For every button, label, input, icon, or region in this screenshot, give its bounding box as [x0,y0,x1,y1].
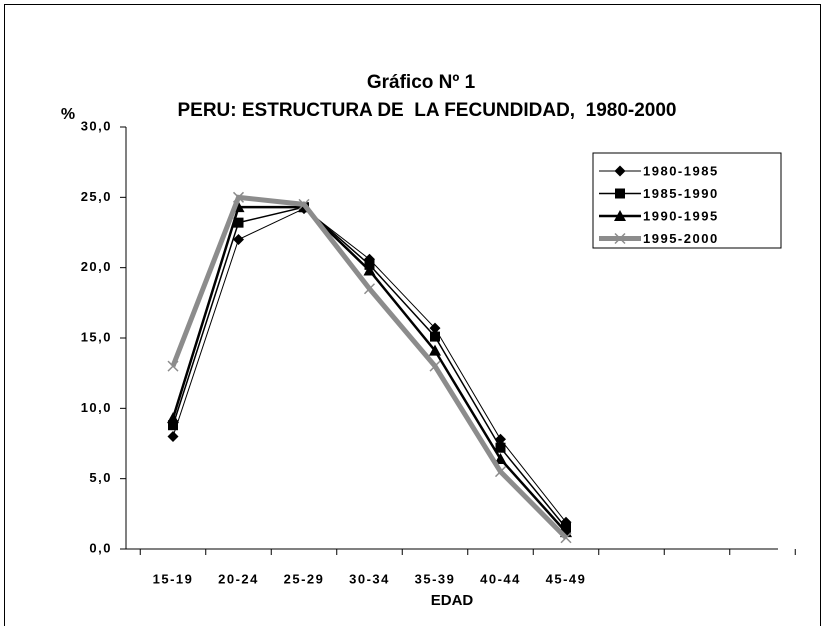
marker [233,217,244,228]
marker [560,532,572,544]
x-tick-label: 45-49 [546,571,587,586]
marker [429,344,441,356]
legend-label: 1990-1995 [643,208,719,223]
legend-box [592,152,782,249]
marker [430,331,440,342]
marker [363,283,376,295]
y-tick-label: 0,0 [89,540,112,555]
x-tick-label: 15-19 [153,571,194,586]
marker [494,452,507,464]
chart-subtitle: PERU: ESTRUCTURA DE LA FECUNDIDAD, 1980-… [177,100,676,121]
x-tick-label: 20-24 [218,571,259,586]
x-axis-label: EDAD [431,592,474,609]
marker [168,420,178,431]
series-line [170,194,568,540]
marker [429,322,441,334]
marker [495,442,506,453]
legend-label: 1985-1990 [643,186,719,201]
y-tick-label: 5,0 [89,470,112,485]
legend: 1980-1985 1985-1990 1990-1995 1995-2000 [592,152,782,249]
marker [614,165,626,177]
marker [615,188,625,199]
legend-label: 1980-1985 [643,163,719,178]
x-tick-label: 30-34 [349,571,390,586]
y-tick-label: 20,0 [81,259,112,274]
x-tick-label: 25-29 [284,571,325,586]
y-tick-label: 30,0 [81,118,112,133]
y-axis-label: % [61,106,75,123]
y-tick-label: 10,0 [81,400,112,415]
x-tick-label: 40-44 [480,571,521,586]
x-tick-label: 35-39 [415,571,456,586]
marker [363,264,376,276]
marker [494,466,507,478]
chart-title: Gráfico Nº 1 [367,72,476,93]
marker [167,430,179,442]
marker [614,232,626,245]
marker [614,210,626,221]
marker [233,234,244,246]
marker [232,191,245,203]
marker [298,198,310,210]
marker [429,360,441,372]
y-tick-label: 25,0 [81,189,112,204]
marker [167,360,179,372]
y-tick-label: 15,0 [81,329,112,344]
legend-label: 1995-2000 [643,231,719,246]
marker [167,412,179,424]
frame [4,4,821,626]
